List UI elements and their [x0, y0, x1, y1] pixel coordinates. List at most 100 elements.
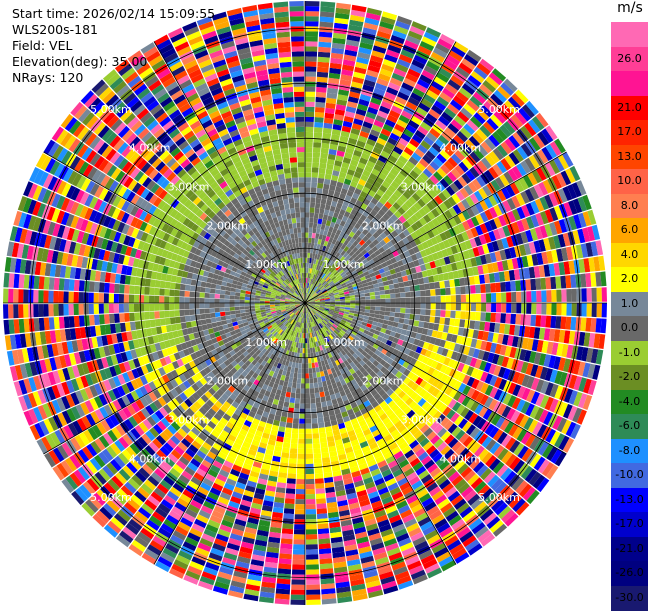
radar-gate — [278, 568, 291, 574]
radar-gate — [297, 464, 305, 469]
radar-gate — [416, 303, 421, 309]
radar-gate — [491, 293, 496, 302]
radar-gate — [390, 289, 396, 294]
radar-gate — [301, 338, 303, 343]
radar-gate — [305, 112, 314, 117]
radar-gate — [306, 479, 315, 484]
radar-gate — [396, 303, 401, 308]
radar-gate — [305, 358, 308, 363]
radar-gate — [418, 321, 424, 328]
radar-gate — [305, 46, 317, 51]
radar-gate — [293, 539, 305, 544]
radar-gate — [290, 393, 295, 399]
radar-gate — [313, 373, 317, 379]
radar-gate — [312, 167, 319, 173]
radar-gate — [316, 198, 322, 204]
radar-gate — [525, 315, 531, 326]
radar-gate — [297, 378, 301, 383]
radar-gate — [550, 277, 556, 289]
radar-gate — [318, 57, 330, 63]
radar-gate — [299, 358, 302, 363]
radar-gate — [570, 317, 576, 330]
radar-gate — [380, 303, 385, 307]
radar-gate — [541, 303, 546, 315]
radar-gate — [293, 554, 305, 559]
radar-gate — [451, 303, 456, 310]
radar-gate — [312, 418, 318, 424]
radar-gate — [389, 316, 395, 321]
radar-gate — [394, 317, 400, 322]
radar-gate — [501, 303, 506, 313]
radar-gate — [390, 308, 395, 313]
radar-gate — [281, 391, 287, 397]
radar-gate — [315, 393, 320, 399]
radar-gate — [305, 152, 312, 157]
radar-gate — [375, 291, 381, 295]
radar-gate — [444, 280, 450, 288]
radar-gate — [521, 303, 526, 314]
radar-gate — [319, 387, 324, 393]
radar-gate — [306, 429, 312, 434]
radar-gate — [429, 316, 435, 323]
radar-gate — [496, 303, 501, 313]
radar-gate — [476, 294, 481, 303]
radar-gate — [305, 11, 319, 16]
radar-gate — [587, 303, 592, 317]
radar-gate — [365, 293, 370, 297]
radar-gate — [306, 600, 321, 605]
radar-gate — [309, 223, 313, 228]
radar-gate — [292, 570, 305, 575]
radar-gate — [441, 303, 446, 310]
radar-gate — [360, 306, 365, 309]
radar-gate — [287, 417, 293, 423]
radar-gate — [310, 203, 315, 208]
radar-gate — [384, 316, 390, 321]
radar-gate — [306, 439, 313, 444]
radar-gate — [556, 290, 561, 302]
radar-gate — [306, 514, 316, 519]
radar-gate — [314, 127, 323, 133]
radar-gate — [291, 585, 305, 590]
radar-gate — [556, 303, 561, 315]
radar-gate — [305, 228, 309, 233]
radar-gate — [317, 508, 327, 514]
radar-gate — [290, 398, 295, 404]
radar-gate — [306, 524, 317, 529]
radar-gate — [291, 388, 296, 394]
radar-gate — [283, 442, 291, 448]
radar-gate — [525, 279, 531, 290]
radar-gate — [526, 303, 531, 314]
radar-gate — [276, 589, 290, 595]
radar-gate — [305, 142, 313, 147]
radar-gate — [291, 595, 305, 600]
radar-gate — [395, 308, 400, 313]
radar-gate — [391, 303, 396, 307]
radar-gate — [449, 318, 455, 326]
radar-gate — [323, 214, 328, 220]
radar-gate — [295, 514, 305, 519]
radar-gate — [439, 317, 445, 324]
radar-gate — [439, 281, 445, 288]
radar-gate — [360, 300, 365, 303]
radar-gate — [465, 286, 471, 294]
radar-gate — [395, 313, 401, 318]
radar-gate — [555, 316, 561, 329]
radar-gate — [389, 284, 395, 289]
radar-gate — [298, 439, 305, 444]
radar-gate — [278, 563, 291, 569]
radar-gate — [296, 479, 305, 484]
radar-gate — [296, 489, 305, 494]
radar-gate — [318, 422, 325, 428]
radar-gate — [380, 295, 385, 299]
radar-gate — [306, 499, 316, 504]
radar-gate — [380, 311, 386, 315]
radar-gate — [297, 474, 306, 479]
radar-gate — [309, 228, 313, 233]
radar-gate — [308, 358, 311, 363]
radar-gate — [314, 132, 323, 138]
radar-gate — [312, 157, 319, 163]
radar-gate — [521, 291, 526, 302]
radar-gate — [319, 553, 332, 559]
radar-gate — [486, 303, 491, 312]
radar-gate — [318, 178, 325, 184]
